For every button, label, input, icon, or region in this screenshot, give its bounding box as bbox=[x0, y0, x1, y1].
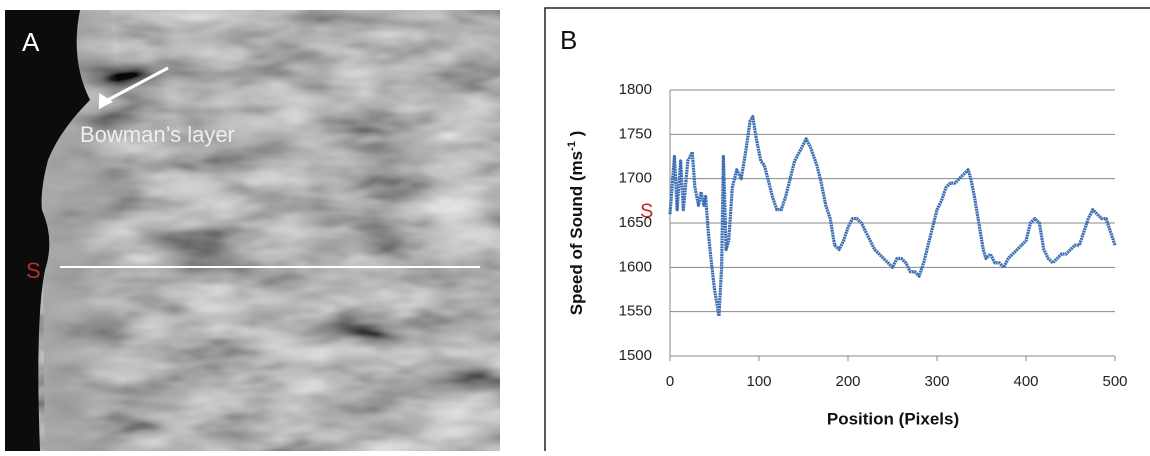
y-tick-label: 1750 bbox=[619, 125, 652, 142]
micrograph bbox=[5, 10, 500, 451]
panel-frame bbox=[544, 7, 1150, 451]
y-tick-label: 1600 bbox=[619, 258, 652, 275]
x-axis-title: Position (Pixels) bbox=[827, 409, 959, 428]
annotation: Bowman’s layer bbox=[80, 122, 235, 147]
y-tick-label: 1800 bbox=[619, 81, 652, 98]
x-tick-label: 100 bbox=[746, 373, 771, 390]
x-tick-label: 500 bbox=[1102, 373, 1127, 390]
y-axis-title-end: ) bbox=[567, 131, 586, 141]
x-tick-label: 0 bbox=[666, 373, 674, 390]
y-axis-title-sup: -1 bbox=[566, 141, 578, 151]
y-tick-label: 1650 bbox=[619, 214, 652, 231]
arrow-shaft bbox=[103, 66, 169, 104]
x-tick-label: 400 bbox=[1013, 373, 1038, 390]
x-tick-label: 300 bbox=[924, 373, 949, 390]
y-axis-title-main: Speed of Sound (ms bbox=[567, 151, 586, 315]
dark-edge bbox=[5, 10, 90, 451]
y-tick-label: 1700 bbox=[619, 170, 652, 187]
marker-label: S bbox=[26, 258, 41, 283]
marker-label: S bbox=[640, 200, 653, 222]
y-axis-title: Speed of Sound (ms-1 ) bbox=[566, 131, 587, 316]
x-tick-label: 200 bbox=[835, 373, 860, 390]
y-tick-label: 1550 bbox=[619, 303, 652, 320]
arrow-head bbox=[98, 93, 113, 110]
data-line bbox=[668, 115, 1117, 318]
plot: 1500 1550 1600 1650 1700 1750 1800 0 100 200 300 40… bbox=[619, 81, 1128, 390]
panel-label: A bbox=[22, 27, 40, 57]
y-tick-label: 1500 bbox=[619, 347, 652, 364]
panel-label: B bbox=[560, 25, 577, 55]
